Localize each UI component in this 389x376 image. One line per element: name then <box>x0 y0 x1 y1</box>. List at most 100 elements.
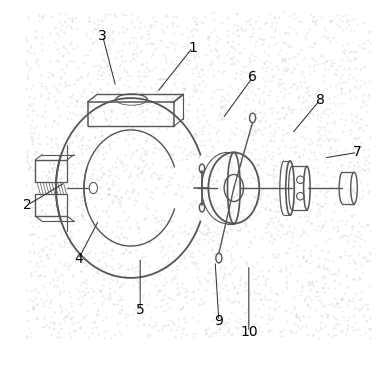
Point <box>196 215 202 221</box>
Point <box>31 124 37 130</box>
Point <box>157 76 163 82</box>
Point <box>282 86 288 92</box>
Point <box>321 78 327 84</box>
Point <box>242 108 248 114</box>
Point <box>248 240 254 246</box>
Point <box>131 163 138 169</box>
Point <box>145 27 151 33</box>
Point <box>260 37 266 43</box>
Point <box>86 14 92 20</box>
Point <box>30 135 37 141</box>
Point <box>285 169 291 175</box>
Point <box>92 203 98 209</box>
Point <box>281 91 287 97</box>
Point <box>314 212 321 218</box>
Point <box>185 206 191 212</box>
Point <box>243 92 249 98</box>
Point <box>338 162 344 168</box>
Point <box>40 156 46 162</box>
Point <box>117 223 124 229</box>
Point <box>154 291 160 297</box>
Point <box>226 221 232 227</box>
Point <box>202 137 208 143</box>
Point <box>277 204 284 210</box>
Point <box>250 132 256 138</box>
Point <box>154 172 160 178</box>
Point <box>119 159 125 165</box>
Point <box>47 280 53 286</box>
Point <box>118 194 124 200</box>
Point <box>252 38 259 44</box>
Point <box>366 95 372 101</box>
Point <box>283 284 289 290</box>
Point <box>151 323 157 329</box>
Point <box>216 290 222 296</box>
Point <box>349 117 355 123</box>
Point <box>345 199 351 205</box>
Point <box>226 315 232 321</box>
Point <box>60 99 67 105</box>
Point <box>273 19 279 25</box>
Point <box>35 135 42 141</box>
Point <box>176 129 182 135</box>
Point <box>65 266 71 272</box>
Point <box>104 61 110 67</box>
Point <box>308 220 314 226</box>
Point <box>175 94 181 100</box>
Point <box>242 27 248 33</box>
Point <box>127 41 133 47</box>
Point <box>285 107 291 113</box>
Point <box>228 196 235 202</box>
Point <box>56 302 63 308</box>
Point <box>296 50 302 56</box>
Point <box>221 319 227 325</box>
Point <box>97 104 103 110</box>
Point <box>82 263 88 269</box>
Point <box>361 147 367 153</box>
Point <box>367 133 373 139</box>
Point <box>119 243 125 249</box>
Point <box>272 72 278 78</box>
Point <box>33 58 39 64</box>
Point <box>245 96 252 102</box>
Point <box>290 81 296 87</box>
Text: 4: 4 <box>74 252 83 266</box>
Point <box>209 246 215 252</box>
Point <box>307 110 314 116</box>
Point <box>305 168 312 174</box>
Point <box>313 227 319 233</box>
Point <box>280 67 286 73</box>
Point <box>61 238 68 244</box>
Point <box>171 253 177 259</box>
Point <box>40 324 46 331</box>
Point <box>314 297 321 303</box>
Point <box>203 152 209 158</box>
Point <box>338 18 345 24</box>
Point <box>37 272 43 278</box>
Point <box>246 132 252 138</box>
Point <box>225 32 231 38</box>
Point <box>217 110 223 116</box>
Point <box>75 123 81 129</box>
Point <box>190 14 196 20</box>
Point <box>217 266 223 272</box>
Point <box>279 288 285 294</box>
Point <box>57 10 63 16</box>
Point <box>117 283 123 289</box>
Point <box>351 55 357 61</box>
Point <box>359 127 366 133</box>
Point <box>233 70 239 76</box>
Point <box>138 145 145 151</box>
Point <box>275 218 281 224</box>
Point <box>249 128 256 134</box>
Point <box>221 264 227 270</box>
Point <box>125 174 131 180</box>
Point <box>258 296 264 302</box>
Point <box>144 64 150 70</box>
Point <box>118 282 124 288</box>
Point <box>38 83 44 89</box>
Point <box>116 293 123 299</box>
Point <box>35 62 42 68</box>
Point <box>266 152 273 158</box>
Point <box>225 39 231 45</box>
